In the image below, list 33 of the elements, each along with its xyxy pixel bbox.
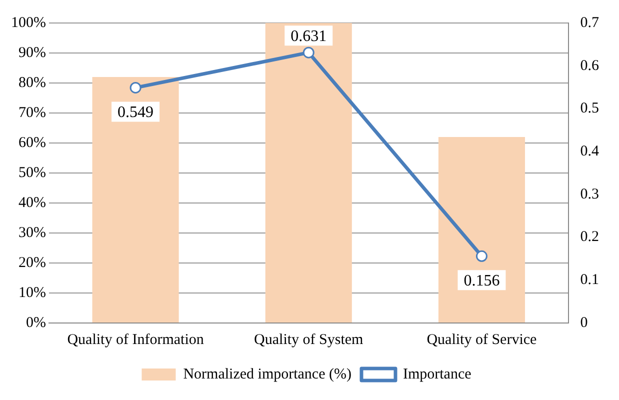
y-tick-label: 50% xyxy=(18,164,46,181)
y2-tick-label: 0.2 xyxy=(580,229,599,246)
y-tick-label: 70% xyxy=(18,104,46,121)
point xyxy=(476,250,488,262)
y-tick-label: 100% xyxy=(10,14,46,31)
y2-tick-label: 0.7 xyxy=(580,14,600,31)
y-tick-label: 0% xyxy=(26,314,46,331)
bar xyxy=(265,23,352,322)
y-tick-label: 40% xyxy=(18,194,46,211)
y2-tick-label: 0.3 xyxy=(580,186,599,202)
legend-label: Normalized importance (%) xyxy=(183,366,352,382)
y-tick-label: 20% xyxy=(18,254,46,271)
legend-label: Importance xyxy=(402,366,472,382)
data-label: 0.156 xyxy=(464,272,500,290)
bar xyxy=(92,77,179,322)
y2-tick-label: 0.1 xyxy=(580,272,599,288)
y2-tick-label: 0.6 xyxy=(580,58,600,74)
x-tick-label: Quality of System xyxy=(254,332,364,348)
bar xyxy=(438,137,525,322)
y2-tick-label: 0.4 xyxy=(580,144,600,160)
x-tick-label: Quality of Information xyxy=(67,332,204,348)
y-tick-label: 80% xyxy=(18,74,46,91)
data-label: 0.631 xyxy=(290,28,327,45)
y-tick-label: 30% xyxy=(18,224,46,241)
y-tick-label: 10% xyxy=(18,284,46,301)
y-tick-label: 90% xyxy=(18,44,46,61)
y-tick-label: 60% xyxy=(18,134,46,151)
data-label: 0.549 xyxy=(118,104,154,121)
point xyxy=(130,82,142,94)
x-tick-label: Quality of Service xyxy=(426,332,538,348)
y2-tick-label: 0.5 xyxy=(580,100,599,117)
y2-tick-label: 0 xyxy=(580,314,588,331)
point xyxy=(302,46,314,58)
